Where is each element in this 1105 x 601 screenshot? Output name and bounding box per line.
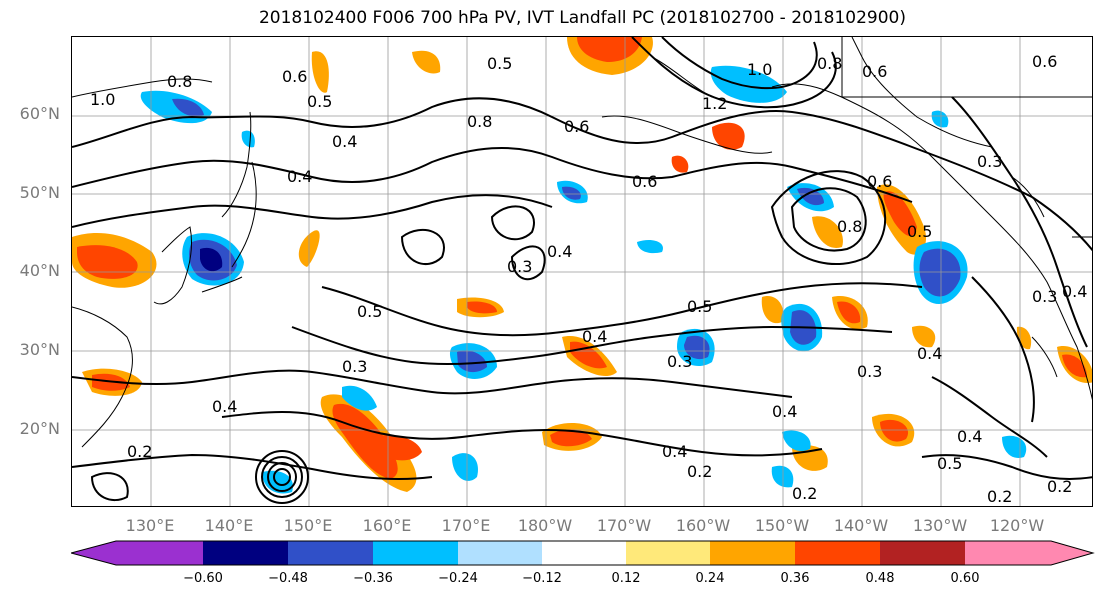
colorbar-segment <box>626 541 710 565</box>
contour-label: 0.6 <box>564 117 589 136</box>
lon-label-130w: 130°W <box>912 516 968 535</box>
colorbar-tick: −0.60 <box>183 571 223 586</box>
colorbar-tick: 0.60 <box>950 571 980 586</box>
contour-label: 0.8 <box>167 72 192 91</box>
colorbar-tick: −0.12 <box>522 571 562 586</box>
contour-label: 0.4 <box>212 397 237 416</box>
contour-label: 0.3 <box>977 152 1002 171</box>
lat-label-30n: 30°N <box>19 340 60 359</box>
contour-label: 0.8 <box>467 112 492 131</box>
contour-label: 0.4 <box>547 242 572 261</box>
colorbar-tick: 0.48 <box>865 571 895 586</box>
shading-layer <box>72 37 1092 494</box>
lon-label-150w: 150°W <box>754 516 810 535</box>
lat-label-50n: 50°N <box>19 183 60 202</box>
map-panel: 1.0 0.8 0.5 0.8 0.6 1.2 1.0 0.8 0.6 0.3 … <box>71 36 1093 507</box>
lon-label-160w: 160°W <box>675 516 731 535</box>
colorbar-segment <box>965 541 1093 565</box>
colorbar-segment <box>458 541 542 565</box>
contour-label: 0.2 <box>127 442 152 461</box>
lat-label-40n: 40°N <box>19 261 60 280</box>
contour-label: 0.4 <box>772 402 797 421</box>
colorbar-segment <box>710 541 795 565</box>
contour-label: 0.3 <box>857 362 882 381</box>
contour-label: 0.6 <box>862 62 887 81</box>
contour-label: 0.6 <box>1032 52 1057 71</box>
contour-label: 0.3 <box>1032 287 1057 306</box>
colorbar-segment <box>373 541 458 565</box>
lat-label-20n: 20°N <box>19 419 60 438</box>
contour-label: 0.6 <box>867 172 892 191</box>
lon-label-130e: 130°E <box>125 516 175 535</box>
contour-label: 0.4 <box>662 442 687 461</box>
contour-label: 0.3 <box>667 352 692 371</box>
map-title: 2018102400 F006 700 hPa PV, IVT Landfall… <box>258 8 906 28</box>
contour-label: 0.4 <box>582 327 607 346</box>
contour-label: 0.4 <box>917 344 942 363</box>
contour-label: 0.8 <box>837 217 862 236</box>
colorbar-tick: −0.48 <box>268 571 308 586</box>
contour-label: 0.4 <box>332 132 357 151</box>
colorbar-tick: 0.12 <box>611 571 641 586</box>
contour-label: 0.8 <box>817 54 842 73</box>
contour-label: 0.5 <box>357 302 382 321</box>
lon-label-170w: 170°W <box>596 516 652 535</box>
lon-label-160e: 160°E <box>362 516 412 535</box>
contour-label: 1.0 <box>747 60 772 79</box>
colorbar-segment <box>203 541 288 565</box>
map-canvas: 1.0 0.8 0.5 0.8 0.6 1.2 1.0 0.8 0.6 0.3 … <box>72 37 1092 506</box>
coastlines <box>72 37 1092 448</box>
colorbar-tick: 0.36 <box>780 571 810 586</box>
contour-label: 0.2 <box>687 462 712 481</box>
lon-label-140w: 140°W <box>833 516 889 535</box>
contour-label: 0.4 <box>957 427 982 446</box>
contour-label: 0.5 <box>487 54 512 73</box>
contour-label: 0.6 <box>282 67 307 86</box>
colorbar-outline <box>71 540 1095 566</box>
lon-label-170e: 170°E <box>441 516 491 535</box>
contour-label-layer: 1.0 0.8 0.5 0.8 0.6 1.2 1.0 0.8 0.6 0.3 … <box>90 52 1087 506</box>
colorbar-tick: 0.24 <box>695 571 725 586</box>
pv-contours <box>72 37 1092 504</box>
colorbar-tick: −0.24 <box>438 571 478 586</box>
contour-label: 0.2 <box>792 484 817 503</box>
contour-label: 0.3 <box>507 257 532 276</box>
contour-label: 0.6 <box>632 172 657 191</box>
contour-label: 0.2 <box>987 487 1012 506</box>
contour-label: 0.5 <box>687 297 712 316</box>
colorbar-segment <box>71 541 203 565</box>
lon-label-120w: 120°W <box>989 516 1045 535</box>
colorbar-segment <box>880 541 965 565</box>
contour-label: 0.3 <box>342 357 367 376</box>
contour-label: 0.5 <box>307 92 332 111</box>
graticule <box>72 37 1092 506</box>
colorbar-segment <box>288 541 373 565</box>
colorbar-segment <box>542 541 626 565</box>
lat-label-60n: 60°N <box>19 104 60 123</box>
contour-label: 1.0 <box>90 90 115 109</box>
lon-label-180w: 180°W <box>517 516 573 535</box>
contour-label: 0.2 <box>1047 477 1072 496</box>
lon-label-140e: 140°E <box>204 516 254 535</box>
colorbar-tick: −0.36 <box>353 571 393 586</box>
contour-label: 0.5 <box>937 454 962 473</box>
contour-label: 0.4 <box>287 167 312 186</box>
contour-label: 0.4 <box>1062 282 1087 301</box>
colorbar-segment <box>795 541 880 565</box>
contour-label: 0.5 <box>907 222 932 241</box>
lon-label-150e: 150°E <box>283 516 333 535</box>
contour-label: 1.2 <box>702 94 727 113</box>
colorbar <box>71 540 1095 566</box>
